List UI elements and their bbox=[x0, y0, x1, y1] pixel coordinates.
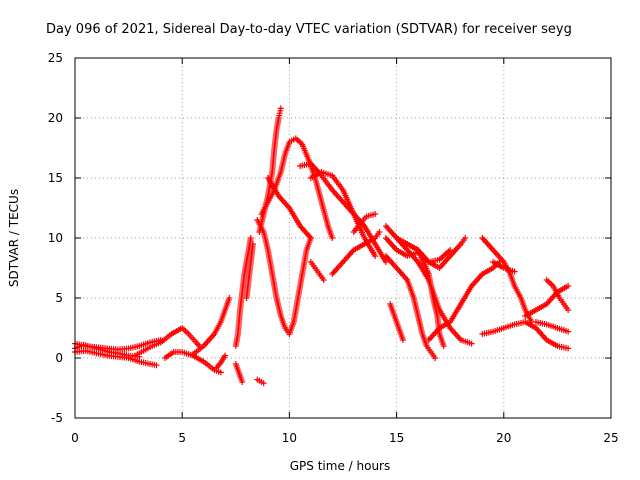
y-tick-label: -5 bbox=[51, 411, 63, 425]
y-tick-label: 15 bbox=[48, 171, 63, 185]
x-tick-label: 25 bbox=[603, 431, 618, 445]
data-point bbox=[153, 362, 160, 369]
data-series bbox=[72, 105, 572, 387]
series-s20 bbox=[329, 229, 383, 277]
series-s21 bbox=[350, 211, 379, 235]
data-point bbox=[329, 235, 336, 241]
x-tick-label: 0 bbox=[71, 431, 79, 445]
data-point bbox=[249, 241, 256, 247]
chart-title: Day 096 of 2021, Sidereal Day-to-day VTE… bbox=[46, 22, 572, 37]
data-point bbox=[247, 235, 254, 241]
data-point bbox=[382, 259, 389, 265]
series-s11 bbox=[243, 241, 256, 301]
series-s16 bbox=[264, 175, 314, 241]
series-s15 bbox=[254, 217, 314, 337]
data-point bbox=[565, 307, 572, 313]
data-point bbox=[565, 283, 572, 289]
data-point bbox=[277, 105, 284, 112]
data-point bbox=[462, 235, 469, 241]
series-s12 bbox=[254, 376, 267, 387]
series-s24 bbox=[382, 253, 439, 361]
data-point bbox=[447, 247, 454, 253]
data-point bbox=[222, 352, 229, 359]
x-tick-label: 20 bbox=[496, 431, 511, 445]
y-tick-label: 25 bbox=[48, 51, 63, 65]
data-point bbox=[400, 337, 407, 343]
series-s26 bbox=[404, 235, 469, 271]
series-s17 bbox=[297, 160, 389, 265]
series-s5 bbox=[157, 325, 203, 349]
y-tick-label: 0 bbox=[55, 351, 63, 365]
series-s19 bbox=[307, 259, 327, 283]
series-s8 bbox=[213, 352, 229, 371]
x-axis-label: GPS time / hours bbox=[290, 459, 391, 473]
series-s10 bbox=[232, 361, 246, 385]
axis-ticks: 0 5 10 15 20 25 -5 0 5 10 15 20 25 bbox=[48, 51, 619, 445]
x-tick-label: 5 bbox=[178, 431, 186, 445]
data-point bbox=[511, 268, 518, 275]
series-s34 bbox=[543, 277, 572, 313]
data-point bbox=[226, 295, 233, 301]
series-s9 bbox=[232, 235, 254, 349]
data-point bbox=[239, 379, 246, 385]
data-point bbox=[320, 277, 327, 283]
data-point bbox=[372, 211, 379, 217]
data-point bbox=[440, 343, 447, 349]
x-tick-label: 10 bbox=[282, 431, 297, 445]
data-point bbox=[372, 253, 379, 259]
data-point bbox=[260, 380, 267, 387]
series-s29 bbox=[479, 235, 535, 325]
series-s31 bbox=[479, 319, 572, 352]
y-axis-label: SDTVAR / TECUs bbox=[7, 189, 21, 287]
series-s7 bbox=[189, 295, 233, 358]
y-tick-label: 10 bbox=[48, 231, 63, 245]
data-point bbox=[565, 328, 572, 335]
series-s27 bbox=[387, 301, 407, 343]
data-point bbox=[565, 345, 572, 352]
data-point bbox=[432, 355, 439, 361]
y-tick-label: 20 bbox=[48, 111, 63, 125]
data-point bbox=[307, 235, 314, 241]
data-point bbox=[468, 340, 475, 347]
series-s30 bbox=[490, 259, 518, 275]
data-point bbox=[217, 369, 224, 376]
grid bbox=[75, 58, 611, 418]
y-tick-label: 5 bbox=[55, 291, 63, 305]
series-s33 bbox=[532, 319, 572, 335]
data-point bbox=[376, 229, 383, 235]
x-tick-label: 15 bbox=[389, 431, 404, 445]
